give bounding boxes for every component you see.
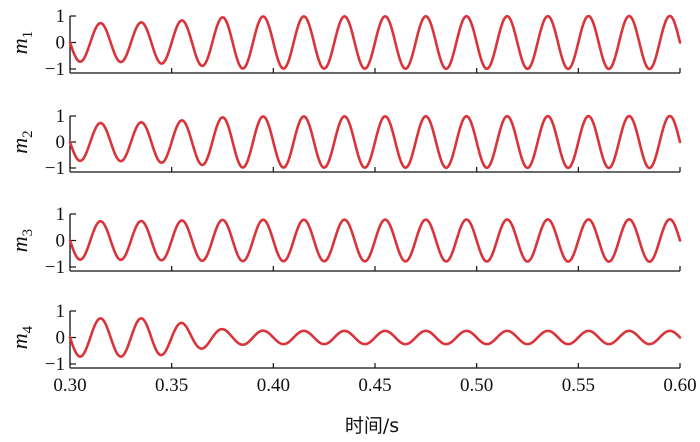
y-tick-label: 1 [56, 301, 66, 322]
y-tick-label: 1 [56, 6, 66, 27]
y-axis-label-main: m [7, 138, 32, 154]
x-tick-label: 0.55 [562, 375, 595, 396]
x-tick-label: 0.30 [53, 375, 86, 396]
y-tick-label: 0 [56, 132, 66, 153]
y-axis-label: m4 [7, 325, 36, 349]
y-axis-label-main: m [7, 333, 32, 349]
y-axis-label: m2 [7, 130, 36, 153]
panel-1: 10−1m1 [7, 6, 682, 80]
x-axis-label: 时间/s [345, 415, 399, 437]
y-axis-label-subscript: 3 [20, 229, 36, 237]
y-tick-label: 0 [56, 328, 66, 349]
series-line-m4 [68, 317, 682, 358]
y-axis-label: m3 [7, 229, 36, 252]
y-tick-label: 0 [56, 33, 66, 54]
y-axis-label-main: m [7, 38, 32, 54]
x-tick-label: 0.60 [663, 375, 696, 396]
x-tick-label: 0.40 [257, 375, 290, 396]
y-axis-label-subscript: 1 [20, 31, 36, 39]
y-tick-label: −1 [45, 158, 65, 179]
y-axis-label: m1 [7, 31, 36, 54]
x-tick-label: 0.50 [460, 375, 493, 396]
series-line-m1 [68, 14, 682, 71]
y-tick-label: −1 [45, 354, 65, 375]
panel-2: 1 0 −1 m2 [7, 106, 682, 179]
y-axis-label-subscript: 4 [20, 325, 36, 333]
series-line-m3 [68, 218, 682, 263]
y-axis-label-main: m [7, 236, 32, 252]
y-axis-label-subscript: 2 [20, 130, 36, 138]
y-tick-label: −1 [45, 59, 65, 80]
x-tick-label: 0.45 [358, 375, 391, 396]
y-tick-label: 1 [56, 106, 66, 127]
x-tick-label: 0.35 [155, 375, 188, 396]
series-line-m2 [68, 114, 682, 170]
y-tick-label: 0 [56, 231, 66, 252]
y-tick-label: 1 [56, 204, 66, 225]
panel-4: 1 0 −1 m4 [7, 301, 682, 375]
panel-3: 1 0 −1 m3 [7, 204, 682, 278]
x-axis: 0.30 0.35 0.40 0.45 0.50 0.55 0.60 [53, 375, 696, 396]
y-tick-label: −1 [45, 257, 65, 278]
